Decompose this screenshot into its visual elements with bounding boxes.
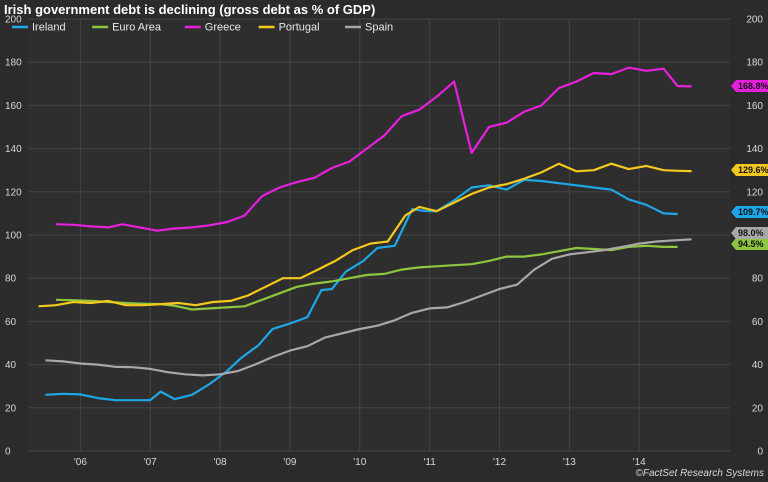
y-tick-right: 200 <box>746 15 763 26</box>
legend-entry: Euro Area <box>92 22 162 34</box>
x-tick-label: '11 <box>423 457 436 468</box>
y-tick-left: 40 <box>5 360 17 371</box>
end-tag-greece: 168.8% <box>731 80 768 92</box>
y-tick-right: 140 <box>746 144 763 155</box>
x-tick-label: '14 <box>633 457 646 468</box>
legend-label: Greece <box>205 22 241 34</box>
y-tick-right: 60 <box>752 317 764 328</box>
x-tick-label: '06 <box>74 457 87 468</box>
y-tick-right: 120 <box>746 187 763 198</box>
legend-entry: Spain <box>345 22 393 34</box>
gridlines <box>28 18 730 452</box>
end-tag-value: 98.0% <box>738 228 764 238</box>
series-line-portugal <box>38 162 692 308</box>
source-credit: ©FactSet Research Systems <box>635 468 764 479</box>
x-tick-label: '09 <box>283 457 296 468</box>
y-tick-right: 80 <box>752 274 764 285</box>
legend: Ireland Euro Area Greece Portugal Spain <box>12 22 393 34</box>
x-tick-label: '13 <box>563 457 576 468</box>
y-tick-left: 80 <box>5 274 17 285</box>
end-tag-value: 129.6% <box>738 165 768 175</box>
end-tag-box <box>731 238 768 250</box>
legend-label: Euro Area <box>112 22 162 34</box>
end-tag-value: 94.5% <box>738 239 764 249</box>
x-tick-label: '10 <box>353 457 366 468</box>
end-tag-box <box>731 164 768 176</box>
series-line-spain <box>45 238 692 377</box>
end-value-tags: 109.7% 94.5% 168.8% 129.6% 98.0% <box>731 80 768 250</box>
y-tick-left: 20 <box>5 403 17 414</box>
end-tag-box <box>731 227 768 239</box>
y-tick-left: 120 <box>5 187 22 198</box>
y-tick-left: 180 <box>5 58 22 69</box>
end-tag-box <box>731 80 768 92</box>
x-tick-label: '12 <box>493 457 506 468</box>
y-tick-right: 160 <box>746 101 763 112</box>
end-tag-box <box>731 206 768 218</box>
y-tick-left: 0 <box>5 447 11 458</box>
end-tag-portugal: 129.6% <box>731 164 768 176</box>
y-tick-left: 60 <box>5 317 17 328</box>
legend-entry: Portugal <box>258 22 320 34</box>
series-line-greece <box>55 66 692 232</box>
end-tag-value: 168.8% <box>738 81 768 91</box>
x-tick-label: '07 <box>144 457 157 468</box>
y-tick-left: 160 <box>5 101 22 112</box>
chart-title: Irish government debt is declining (gros… <box>4 2 375 17</box>
end-tag-ireland: 109.7% <box>731 206 768 218</box>
legend-entry: Greece <box>184 22 241 34</box>
x-tick-label: '08 <box>214 457 227 468</box>
y-tick-right: 0 <box>757 447 763 458</box>
y-axis-left: 0 20 40 60 80 100 120 140 160 180 200 <box>5 15 22 458</box>
y-tick-left: 200 <box>5 15 22 26</box>
y-tick-right: 180 <box>746 58 763 69</box>
end-tag-value: 109.7% <box>738 207 768 217</box>
series-line-ireland <box>45 178 678 402</box>
y-tick-right: 40 <box>752 360 764 371</box>
y-tick-right: 20 <box>752 403 764 414</box>
end-tag-euro-area: 94.5% <box>731 238 768 250</box>
legend-label: Portugal <box>279 22 320 34</box>
legend-label: Ireland <box>32 22 66 34</box>
y-tick-left: 100 <box>5 231 22 242</box>
legend-label: Spain <box>365 22 393 34</box>
end-tag-spain: 98.0% <box>731 227 768 239</box>
legend-entry: Ireland <box>12 22 66 34</box>
series-lines <box>38 66 692 402</box>
x-axis: '06 '07 '08 '09 '10 '11 '12 '13 '14 <box>74 457 646 468</box>
y-tick-left: 140 <box>5 144 22 155</box>
